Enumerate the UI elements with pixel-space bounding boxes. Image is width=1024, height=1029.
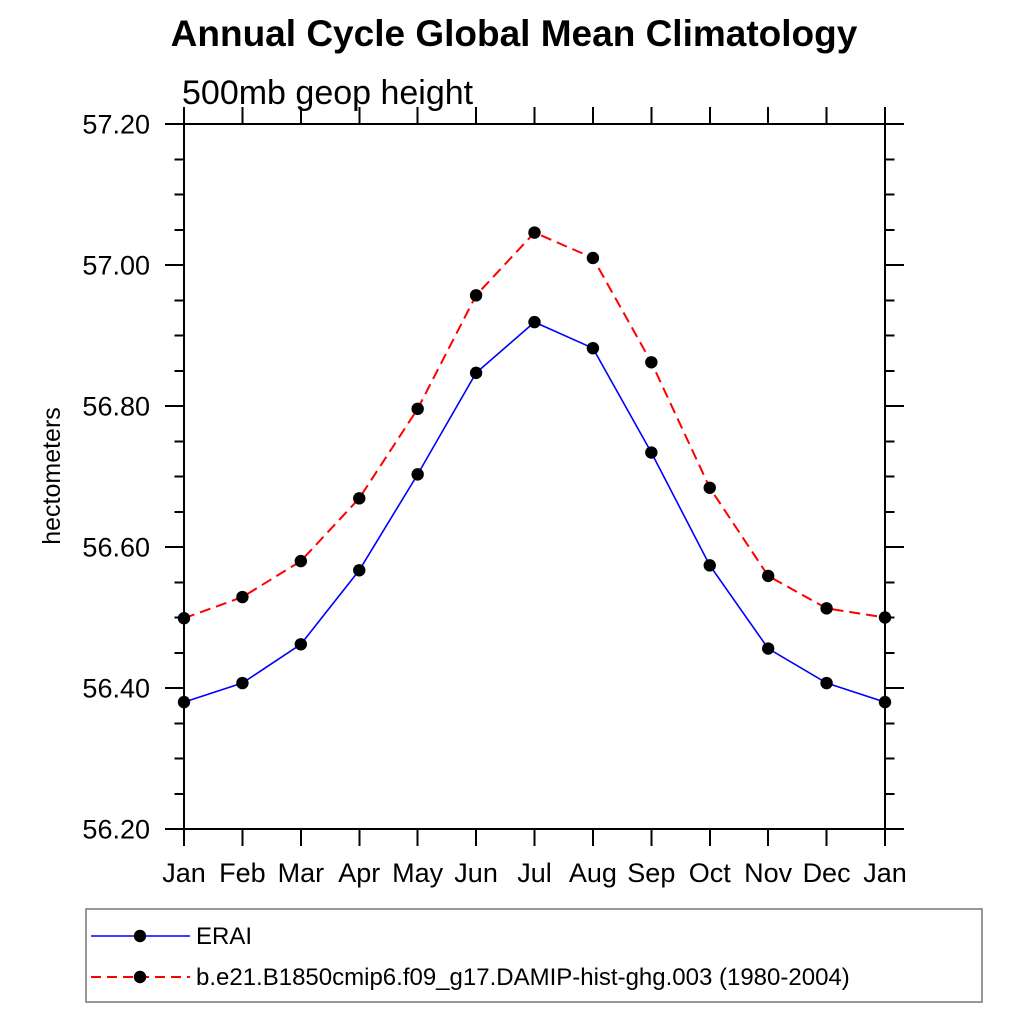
legend-item-erai: ERAI xyxy=(91,923,252,950)
data-point-marker xyxy=(586,341,600,355)
data-point-marker xyxy=(411,468,424,481)
data-point-marker xyxy=(761,642,775,655)
y-axis-label: hectometers xyxy=(38,407,66,545)
y-tick-label: 56.40 xyxy=(82,674,150,704)
legend-item-model: b.e21.B1850cmip6.f09_g17.DAMIP-hist-ghg.… xyxy=(91,964,850,991)
axis-tick-labels: 56.20 56.40 56.60 56.80 57.00 57.20 Jan Feb Mar A… xyxy=(82,110,906,889)
data-point-marker xyxy=(236,590,249,604)
data-point-marker xyxy=(645,446,658,459)
data-point-marker xyxy=(411,402,424,416)
x-tick-label: Sep xyxy=(627,858,675,888)
data-point-marker xyxy=(878,611,892,624)
data-point-marker xyxy=(469,289,483,302)
y-tick-label: 56.20 xyxy=(82,815,150,845)
x-tick-label: May xyxy=(392,858,444,888)
legend-marker-model xyxy=(133,970,147,984)
legend-label-erai: ERAI xyxy=(196,923,252,950)
x-tick-label: Oct xyxy=(689,858,732,888)
data-point-marker xyxy=(586,251,600,265)
data-point-marker xyxy=(645,356,658,369)
x-tick-label: Jan xyxy=(863,858,907,888)
data-point-marker xyxy=(469,366,483,380)
series-line-0 xyxy=(183,321,886,703)
chart-subtitle: 500mb geop height xyxy=(182,74,474,112)
data-point-marker xyxy=(528,315,541,329)
x-tick-label: Aug xyxy=(569,858,617,888)
x-tick-label: Dec xyxy=(803,858,851,888)
data-point-marker xyxy=(294,638,308,651)
data-point-marker xyxy=(177,695,191,709)
series-line-1 xyxy=(183,231,886,620)
x-tick-label: Mar xyxy=(278,858,325,888)
data-point-marker xyxy=(820,602,833,615)
legend-marker-erai xyxy=(133,929,147,943)
x-tick-label: Jan xyxy=(162,858,206,888)
data-point-marker xyxy=(177,612,191,625)
plot-frame-and-ticks xyxy=(165,107,904,846)
data-point-marker xyxy=(820,676,833,690)
data-point-marker xyxy=(236,676,249,690)
y-tick-label: 56.60 xyxy=(82,533,150,563)
x-tick-label: Feb xyxy=(219,858,266,888)
data-point-marker xyxy=(878,695,892,709)
data-series xyxy=(177,226,892,709)
chart-title: Annual Cycle Global Mean Climatology xyxy=(171,13,858,54)
x-tick-label: Jun xyxy=(454,858,498,888)
legend-border xyxy=(85,908,983,1003)
data-point-marker xyxy=(703,481,716,494)
data-point-marker xyxy=(703,559,716,572)
y-tick-label: 57.20 xyxy=(82,110,150,140)
y-tick-label: 57.00 xyxy=(82,251,150,281)
legend-label-model: b.e21.B1850cmip6.f09_g17.DAMIP-hist-ghg.… xyxy=(196,964,850,991)
data-point-marker xyxy=(528,226,541,239)
data-point-marker xyxy=(294,554,308,568)
x-tick-label: Jul xyxy=(517,858,552,888)
x-tick-label: Nov xyxy=(744,858,793,888)
x-tick-label: Apr xyxy=(338,858,380,888)
data-point-marker xyxy=(353,492,366,505)
legend-box: ERAI b.e21.B1850cmip6.f09_g17.DAMIP-hist… xyxy=(85,908,983,1003)
y-tick-label: 56.80 xyxy=(82,392,150,422)
data-point-marker xyxy=(761,569,775,583)
data-point-marker xyxy=(353,564,366,577)
